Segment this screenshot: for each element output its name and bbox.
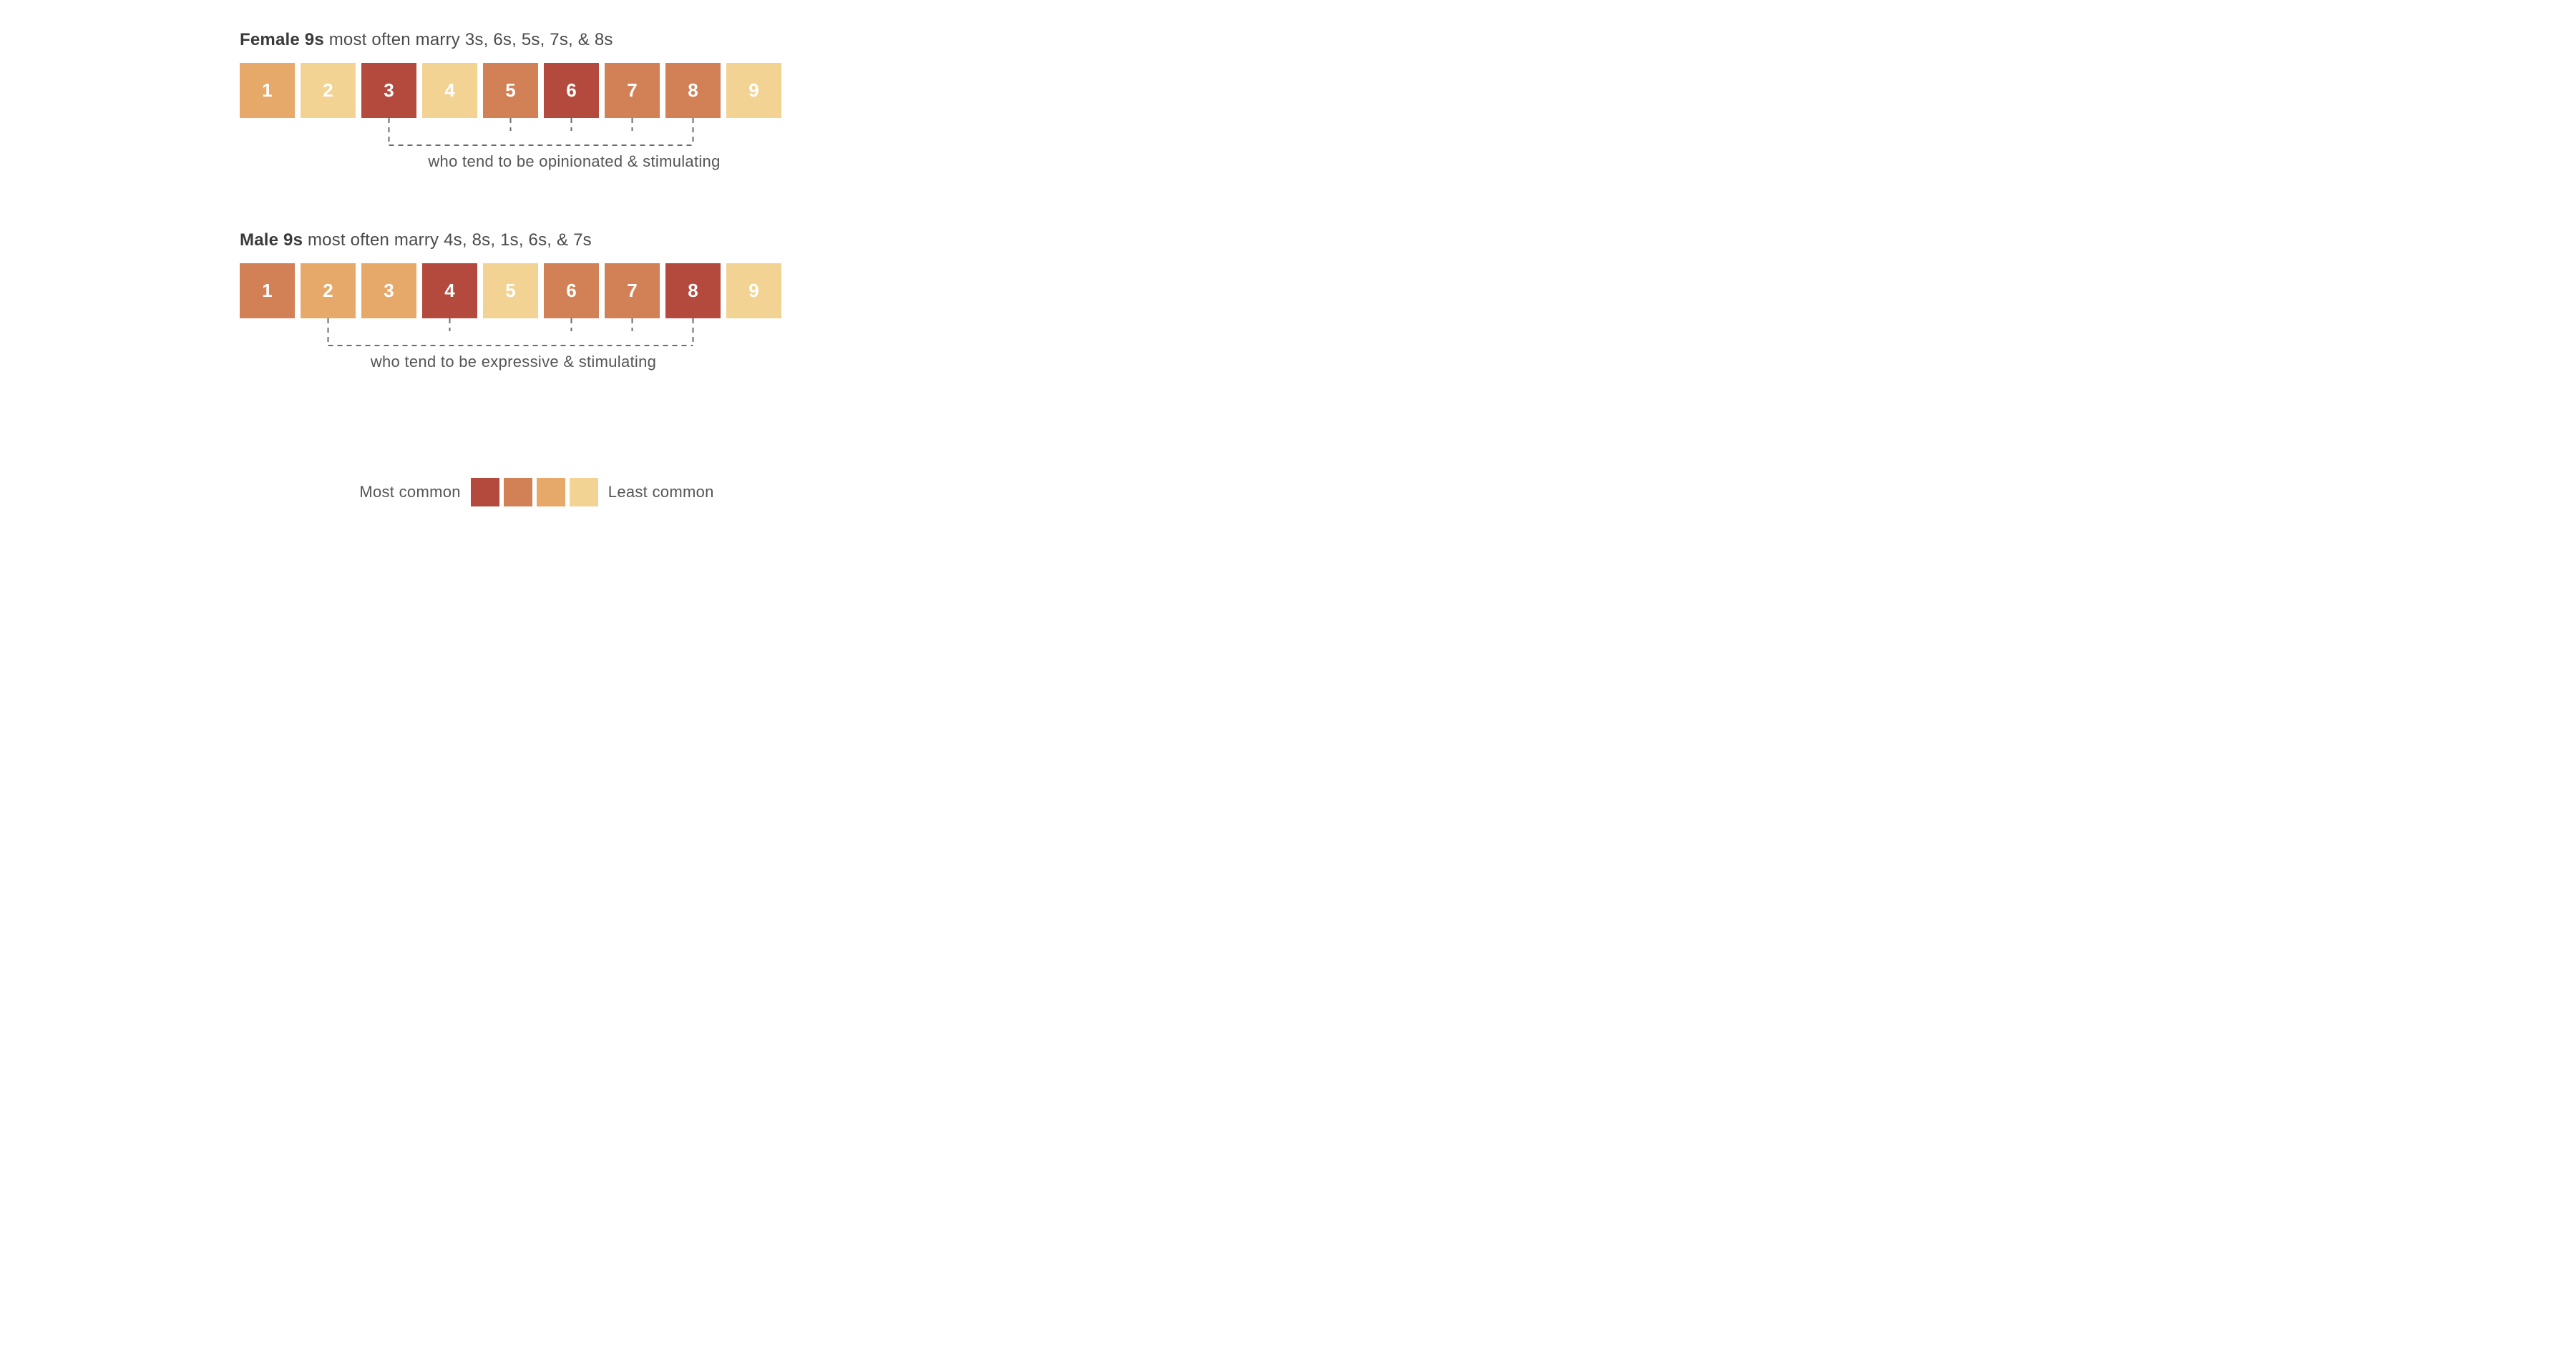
female-cell-4: 4 — [422, 63, 477, 118]
legend-swatches — [471, 478, 598, 506]
female-caption: who tend to be opinionated & stimulating — [361, 152, 787, 171]
female-cell-1: 1 — [240, 63, 295, 118]
male-caption: who tend to be expressive & stimulating — [301, 353, 726, 371]
bracket-svg — [240, 118, 787, 148]
male-cell-6: 6 — [544, 263, 599, 318]
male-cell-2: 2 — [301, 263, 356, 318]
legend-swatch-4 — [570, 478, 598, 506]
male-cell-4: 4 — [422, 263, 477, 318]
female-cell-2: 2 — [301, 63, 356, 118]
female-heading-bold: Female 9s — [240, 30, 324, 49]
male-cell-8: 8 — [665, 263, 721, 318]
male-section: Male 9s most often marry 4s, 8s, 1s, 6s,… — [240, 230, 781, 371]
male-heading-rest: most often marry 4s, 8s, 1s, 6s, & 7s — [303, 230, 592, 250]
male-connector — [240, 318, 781, 348]
male-heading-bold: Male 9s — [240, 230, 303, 250]
female-connector — [240, 118, 787, 148]
female-heading: Female 9s most often marry 3s, 6s, 5s, 7… — [240, 30, 787, 50]
male-row: 123456789 — [240, 263, 781, 318]
male-cell-5: 5 — [483, 263, 538, 318]
legend-swatch-1 — [471, 478, 499, 506]
male-cell-9: 9 — [726, 263, 781, 318]
legend-swatch-3 — [537, 478, 565, 506]
female-row: 123456789 — [240, 63, 787, 118]
legend-swatch-2 — [504, 478, 532, 506]
male-cell-1: 1 — [240, 263, 295, 318]
female-section: Female 9s most often marry 3s, 6s, 5s, 7… — [240, 30, 787, 171]
legend-right-label: Least common — [608, 483, 714, 501]
female-cell-3: 3 — [361, 63, 416, 118]
female-cell-9: 9 — [726, 63, 781, 118]
female-cell-7: 7 — [605, 63, 660, 118]
male-cell-3: 3 — [361, 263, 416, 318]
bracket-svg — [240, 318, 787, 348]
legend: Most common Least common — [0, 478, 1073, 506]
female-cell-6: 6 — [544, 63, 599, 118]
male-heading: Male 9s most often marry 4s, 8s, 1s, 6s,… — [240, 230, 781, 250]
female-cell-8: 8 — [665, 63, 721, 118]
female-cell-5: 5 — [483, 63, 538, 118]
legend-left-label: Most common — [359, 483, 460, 501]
male-cell-7: 7 — [605, 263, 660, 318]
female-heading-rest: most often marry 3s, 6s, 5s, 7s, & 8s — [324, 30, 613, 49]
